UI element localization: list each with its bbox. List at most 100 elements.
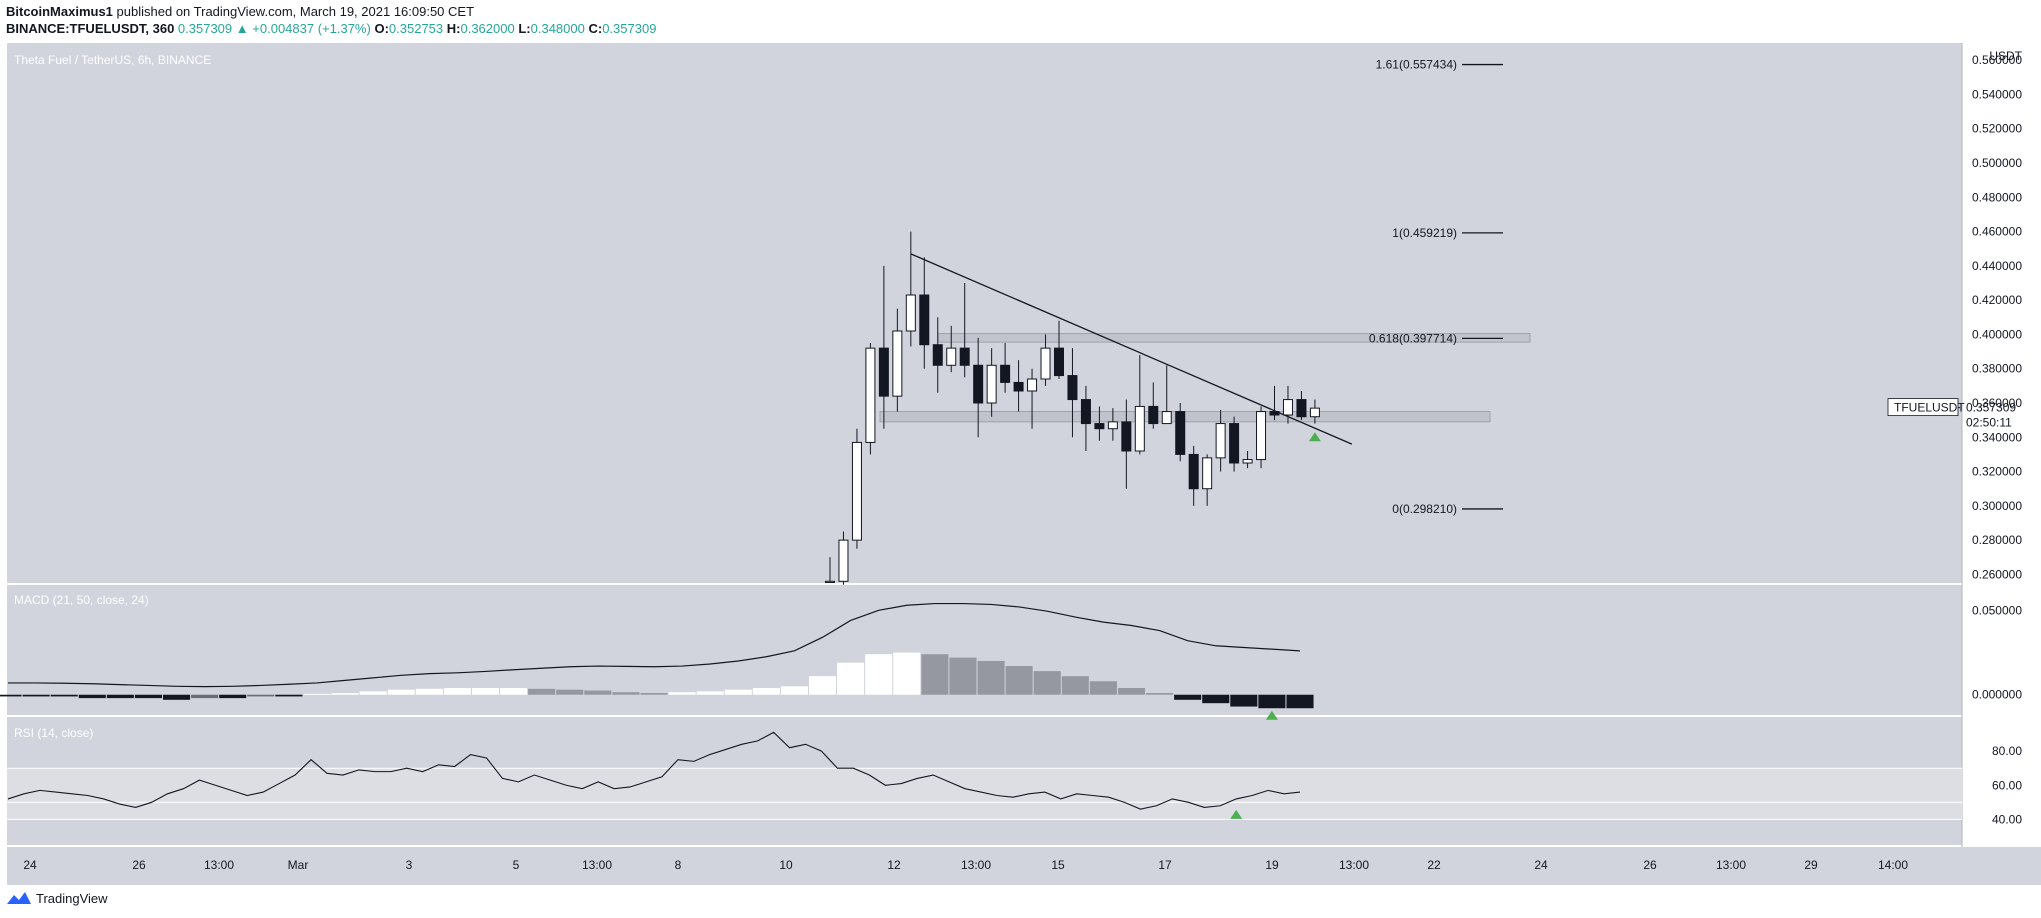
price-tick: 0.300000 <box>1972 499 2022 513</box>
bar-countdown: 02:50:11 <box>1966 416 2012 430</box>
candle <box>973 337 984 438</box>
candle-body <box>1309 407 1320 418</box>
candle <box>1027 368 1038 429</box>
macd-histogram-bar <box>1117 687 1146 695</box>
candle-body <box>838 539 849 582</box>
candle <box>932 317 943 393</box>
fib-level-label: 0(0.298210) <box>1392 502 1457 516</box>
rsi-tick: 40.00 <box>1992 812 2022 826</box>
candle-body <box>1067 375 1078 401</box>
price-tick: 0.320000 <box>1972 465 2022 479</box>
candle <box>825 557 835 583</box>
price-change: +0.004837 (+1.37%) <box>252 21 371 36</box>
candle <box>1256 406 1267 469</box>
price-tick: 0.400000 <box>1972 327 2022 341</box>
candle-body <box>1296 399 1307 418</box>
candle-body <box>946 347 957 366</box>
footer-brand[interactable]: TradingView <box>36 890 108 906</box>
candle-body <box>851 441 862 541</box>
time-tick: 26 <box>132 858 146 872</box>
ohlc-line: BINANCE:TFUELUSDT, 360 0.357309 ▲ +0.004… <box>6 21 656 36</box>
candle <box>1242 451 1253 469</box>
time-tick: 26 <box>1643 858 1657 872</box>
price-tick: 0.560000 <box>1972 53 2022 67</box>
rsi-title: RSI (14, close) <box>14 726 93 740</box>
candle-body <box>986 364 997 404</box>
candle <box>1202 454 1213 506</box>
candle <box>1040 334 1051 386</box>
macd-histogram-bar <box>977 660 1005 695</box>
macd-tick: 0.050000 <box>1972 603 2022 617</box>
candle <box>838 531 849 585</box>
candle-body <box>1080 399 1091 425</box>
time-tick: 5 <box>513 858 520 872</box>
time-tick: 22 <box>1427 858 1441 872</box>
high-value: 0.362000 <box>460 21 515 36</box>
rsi-line <box>7 731 1301 810</box>
author-name[interactable]: BitcoinMaximus1 <box>6 4 113 19</box>
candle-body <box>1040 347 1051 380</box>
tradingview-logo-icon[interactable] <box>6 890 32 906</box>
symbol-tag <box>1887 398 1959 417</box>
macd-histogram-bar <box>275 694 303 697</box>
candle-body <box>1282 399 1293 416</box>
time-tick: 24 <box>1534 858 1548 872</box>
candle-body <box>825 580 835 583</box>
macd-histogram-bar <box>134 694 162 699</box>
time-tick: 19 <box>1265 858 1279 872</box>
macd-histogram-bar <box>1202 694 1230 704</box>
descending-trendline <box>910 253 1353 445</box>
candle <box>1309 399 1320 424</box>
macd-histogram-bar <box>1286 694 1314 709</box>
candle <box>1067 348 1078 438</box>
published-text: published on TradingView.com, March 19, … <box>116 4 475 19</box>
candle <box>946 325 957 373</box>
rsi-tick: 60.00 <box>1992 778 2022 792</box>
time-tick: 24 <box>23 858 37 872</box>
candle <box>1094 406 1105 441</box>
price-pane <box>7 43 1962 583</box>
macd-histogram-bar <box>387 689 415 695</box>
macd-histogram-bar <box>612 692 640 695</box>
candle <box>1148 382 1159 429</box>
time-tick: 14:00 <box>1878 858 1908 872</box>
macd-histogram-bar <box>1089 681 1117 695</box>
macd-histogram-bar <box>331 693 359 695</box>
candle-body <box>892 330 903 397</box>
time-tick: 17 <box>1158 858 1172 872</box>
macd-histogram-bar <box>1005 666 1033 695</box>
price-tick: 0.500000 <box>1972 156 2022 170</box>
macd-histogram-bar <box>500 687 528 695</box>
macd-histogram-bar <box>162 694 191 700</box>
candle-body <box>1215 423 1226 459</box>
macd-histogram-bar <box>780 686 808 695</box>
candle-body <box>905 294 916 332</box>
macd-histogram-bar <box>949 657 977 695</box>
macd-up-arrow-icon <box>1265 710 1278 720</box>
macd-histogram-bar <box>1061 676 1089 695</box>
candle <box>1000 343 1011 393</box>
candle-body <box>1027 378 1038 392</box>
candle-body <box>1242 459 1253 464</box>
price-tick: 0.340000 <box>1972 430 2022 444</box>
candle <box>865 343 876 455</box>
candle-body <box>1107 421 1118 430</box>
candle-body <box>932 344 943 366</box>
macd-histogram-bar <box>584 690 612 695</box>
macd-histogram-bar <box>1146 693 1174 695</box>
up-triangle-icon: ▲ <box>235 21 249 36</box>
candle-body <box>1188 453 1199 490</box>
open-label: O: <box>374 21 389 36</box>
macd-title: MACD (21, 50, close, 24) <box>14 593 149 607</box>
price-tick: 0.260000 <box>1972 567 2022 581</box>
macd-histogram-bar <box>1033 671 1061 695</box>
price-tick: 0.420000 <box>1972 293 2022 307</box>
fib-level-label: 1(0.459219) <box>1392 226 1457 240</box>
macd-histogram-bar <box>191 694 219 699</box>
candle <box>919 257 930 369</box>
time-tick: 29 <box>1804 858 1818 872</box>
macd-histogram-bar <box>921 654 949 695</box>
candle <box>878 265 889 429</box>
time-tick: 10 <box>779 858 793 872</box>
